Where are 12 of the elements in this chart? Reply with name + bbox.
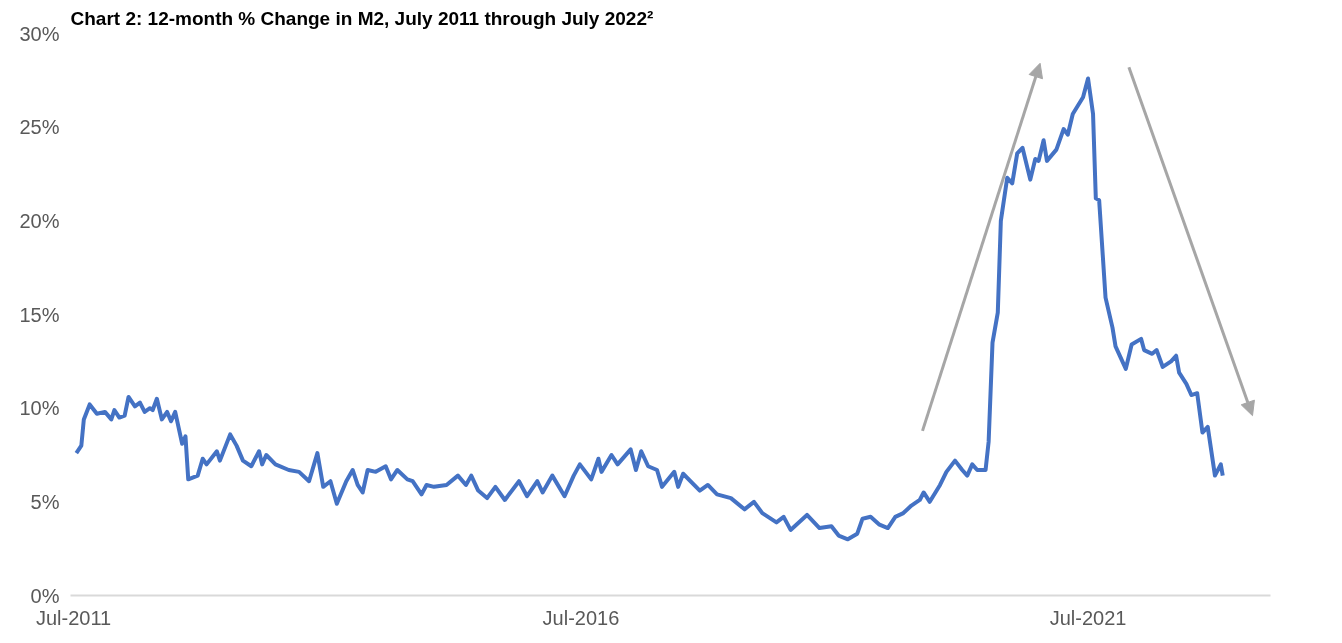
y-tick-label: 30% (19, 22, 60, 45)
y-tick-label: 0% (30, 584, 60, 607)
x-tick-label: Jul-2016 (542, 606, 620, 629)
y-tick-label: 15% (19, 303, 60, 326)
y-tick-label: 25% (19, 116, 60, 139)
x-tick-label: Jul-2011 (35, 606, 112, 629)
chart-title: Chart 2: 12-month % Change in M2, July 2011 through July 2022² (70, 7, 654, 29)
x-tick-label: Jul-2021 (1049, 606, 1127, 629)
y-tick-label: 20% (19, 209, 60, 232)
y-tick-label: 5% (30, 490, 60, 513)
y-tick-label: 10% (19, 397, 60, 420)
line-series (74, 76, 1225, 542)
